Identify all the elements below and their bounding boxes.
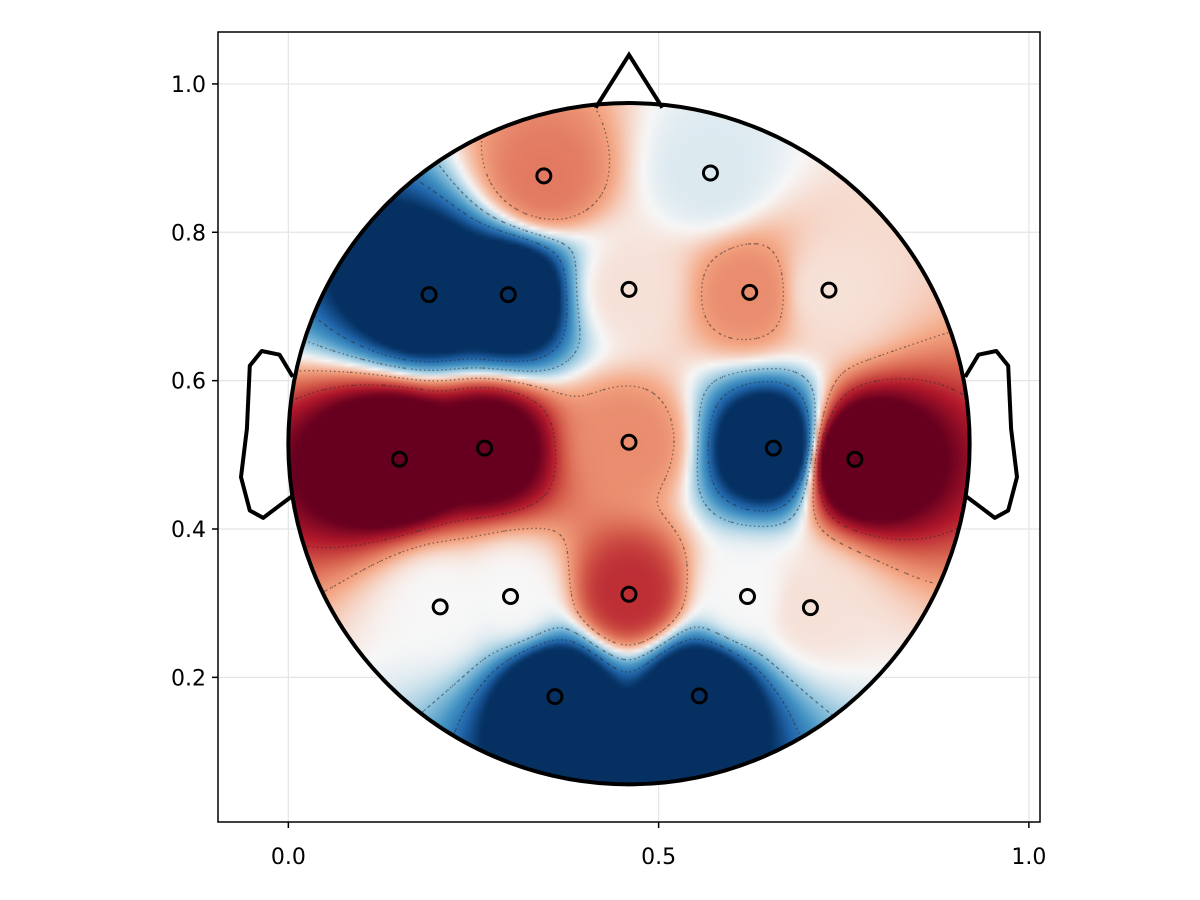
y-tick-label-4: 1.0: [171, 73, 206, 98]
electrode-9: [620, 433, 638, 451]
electrode-2: [420, 286, 438, 304]
electrode-4: [620, 280, 638, 298]
tick-marks: [212, 83, 1030, 828]
electrode-3: [499, 286, 517, 304]
x-tick-label-1: 0.5: [641, 845, 676, 870]
electrode-5: [741, 283, 759, 301]
y-tick-label-2: 0.6: [171, 370, 206, 395]
electrode-11: [846, 450, 864, 468]
electrode-17: [546, 688, 564, 706]
nose: [593, 51, 665, 109]
electrode-markers: [390, 164, 864, 706]
ear-right: [963, 349, 1019, 520]
electrode-12: [431, 598, 449, 616]
electrode-7: [390, 450, 408, 468]
heatmap-surface: [288, 103, 970, 785]
electrode-10: [764, 439, 782, 457]
x-tick-label-2: 1.0: [1011, 845, 1046, 870]
x-tick-label-0: 0.0: [271, 845, 306, 870]
electrode-18: [690, 687, 708, 705]
electrode-0: [535, 167, 553, 185]
electrode-14: [620, 585, 638, 603]
y-tick-label-0: 0.2: [171, 666, 206, 691]
electrode-16: [801, 599, 819, 617]
electrode-15: [738, 587, 756, 605]
ear-left: [239, 349, 295, 520]
y-tick-labels: 0.2 0.4 0.6 0.8 1.0: [171, 73, 206, 691]
electrode-8: [476, 439, 494, 457]
electrode-13: [502, 587, 520, 605]
y-tick-label-1: 0.4: [171, 518, 206, 543]
axes-frame: [217, 31, 1041, 823]
head-outline: [239, 51, 1019, 787]
interpolated-field-image: [288, 103, 970, 785]
electrode-1: [701, 164, 719, 182]
electrode-6: [820, 281, 838, 299]
contour-line-3: [288, 378, 970, 549]
x-tick-labels: 0.0 0.5 1.0: [271, 845, 1047, 870]
y-tick-label-3: 0.8: [171, 221, 206, 246]
head-circle: [286, 101, 972, 787]
